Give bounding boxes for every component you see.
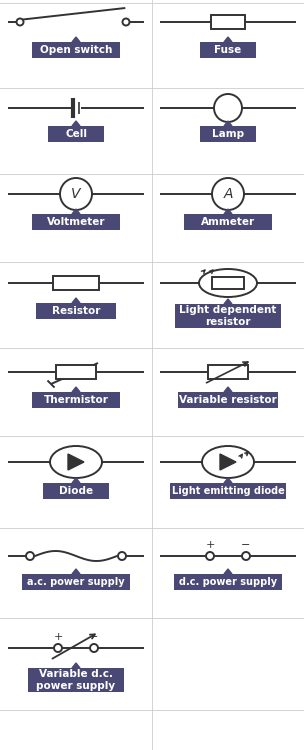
Polygon shape [72,121,80,126]
Text: d.c. power supply: d.c. power supply [179,577,277,587]
Polygon shape [224,121,232,126]
Ellipse shape [202,446,254,478]
FancyBboxPatch shape [200,42,256,58]
Ellipse shape [50,446,102,478]
Polygon shape [224,209,232,214]
Circle shape [118,552,126,560]
Circle shape [214,94,242,122]
FancyBboxPatch shape [32,42,120,58]
Polygon shape [224,569,232,574]
FancyBboxPatch shape [36,303,116,319]
Text: V: V [71,187,81,201]
FancyBboxPatch shape [170,483,286,499]
FancyBboxPatch shape [200,126,256,142]
Bar [56,365,96,379]
Bar [208,365,248,379]
Polygon shape [224,478,232,483]
FancyBboxPatch shape [22,574,130,590]
Polygon shape [224,387,232,392]
Polygon shape [72,37,80,42]
Circle shape [242,552,250,560]
FancyBboxPatch shape [32,392,120,408]
Text: Diode: Diode [59,486,93,496]
Circle shape [206,552,214,560]
Text: −: − [241,540,251,550]
Text: Ammeter: Ammeter [201,217,255,227]
Text: Fuse: Fuse [214,45,242,55]
Text: a.c. power supply: a.c. power supply [27,577,125,587]
FancyBboxPatch shape [178,392,278,408]
Text: A: A [223,187,233,201]
Text: Voltmeter: Voltmeter [47,217,105,227]
Circle shape [54,644,62,652]
Polygon shape [72,387,80,392]
Polygon shape [72,478,80,483]
FancyBboxPatch shape [43,483,109,499]
Circle shape [60,178,92,210]
Circle shape [26,552,34,560]
Text: Thermistor: Thermistor [43,395,109,405]
FancyBboxPatch shape [48,126,104,142]
Polygon shape [72,209,80,214]
Polygon shape [220,454,236,470]
Polygon shape [224,37,232,42]
Text: +: + [53,632,63,642]
Text: Light dependent
resistor: Light dependent resistor [179,304,277,327]
Text: Open switch: Open switch [40,45,112,55]
FancyBboxPatch shape [174,574,282,590]
Polygon shape [224,299,232,304]
Text: Light emitting diode: Light emitting diode [172,486,284,496]
Circle shape [212,178,244,210]
Polygon shape [68,454,84,470]
Text: Cell: Cell [65,129,87,139]
FancyBboxPatch shape [32,214,120,230]
FancyBboxPatch shape [28,668,124,692]
Polygon shape [72,298,80,303]
FancyBboxPatch shape [184,214,272,230]
Text: Lamp: Lamp [212,129,244,139]
Polygon shape [72,569,80,574]
Polygon shape [72,663,80,668]
FancyBboxPatch shape [175,304,281,328]
Text: Variable resistor: Variable resistor [179,395,277,405]
Text: −: − [89,632,99,642]
Ellipse shape [199,269,257,297]
Bar [211,15,245,29]
Bar [212,277,244,289]
Text: Variable d.c.
power supply: Variable d.c. power supply [36,669,116,692]
Circle shape [90,644,98,652]
Bar [53,276,99,290]
Text: Resistor: Resistor [52,306,100,316]
Text: +: + [205,540,215,550]
